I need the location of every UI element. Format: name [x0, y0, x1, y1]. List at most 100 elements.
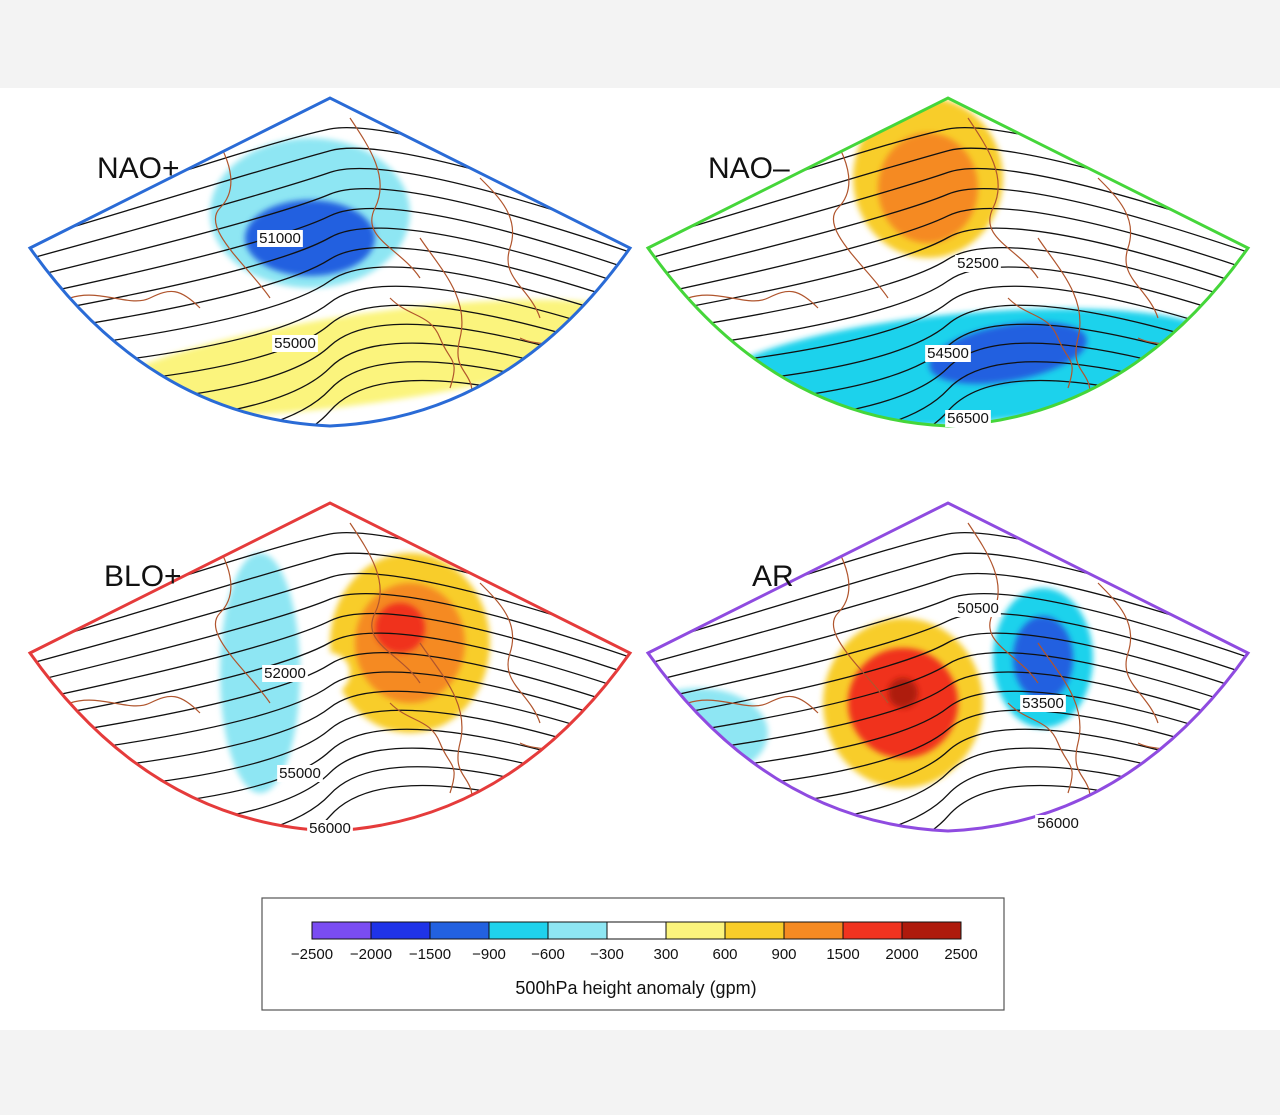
panel-title: NAO+ — [97, 152, 180, 185]
anomaly-shading — [102, 299, 630, 417]
height-contour — [648, 266, 1248, 355]
colorbar-swatch — [547, 921, 608, 940]
contour-label-bg — [925, 345, 971, 362]
colorbar-swatch — [724, 921, 785, 940]
contour-label: 50500 — [957, 600, 999, 617]
coastline — [419, 237, 473, 409]
height-contour — [648, 207, 1248, 301]
colorbar-tick-label: 600 — [712, 946, 737, 963]
contour-label-bg — [272, 335, 318, 352]
contour-label: 55000 — [274, 335, 316, 352]
colorbar-swatch — [311, 921, 372, 940]
coastline — [349, 117, 421, 279]
colorbar-tick-label: 2500 — [944, 946, 977, 963]
contour-label: 52500 — [957, 255, 999, 272]
coastline — [827, 532, 889, 704]
height-contour — [648, 167, 1248, 265]
height-contour — [30, 167, 630, 265]
height-contour — [648, 572, 1248, 670]
colorbar-swatch — [488, 921, 549, 940]
anomaly-shading — [878, 133, 978, 243]
coastline — [827, 127, 889, 299]
panel-frame — [645, 501, 1251, 833]
colorbar-tick-label: 300 — [653, 946, 678, 963]
height-contour — [30, 227, 630, 319]
coastline — [209, 532, 271, 704]
height-contour — [648, 285, 1248, 373]
figure-svg: 51000 55000 NAO+ 52500 54500 56500 NAO– 52000 55… — [27, 96, 1251, 1011]
colorbar-frame — [261, 897, 1005, 1011]
height-contour — [30, 690, 630, 778]
height-contour — [648, 632, 1248, 724]
colorbar-tick-label: −300 — [590, 946, 624, 963]
coastline — [687, 695, 819, 714]
contour-label-bg — [257, 230, 303, 247]
figure-canvas: 51000 55000 NAO+ 52500 54500 56500 NAO– 52000 55… — [0, 88, 1280, 1030]
contour-label-bg — [1020, 695, 1066, 712]
colorbar-swatch — [370, 921, 431, 940]
contour-label: 56000 — [1037, 815, 1079, 832]
anomaly-shading — [868, 861, 928, 885]
coastline — [967, 117, 1039, 279]
contour-label-bg — [945, 410, 991, 427]
anomaly-shading — [929, 322, 1087, 384]
coastline — [1037, 642, 1091, 814]
height-contour — [30, 632, 630, 724]
contour-label-bg — [1035, 815, 1081, 832]
height-contour — [648, 227, 1248, 319]
anomaly-shading — [375, 603, 425, 653]
anomaly-shading — [648, 688, 768, 778]
coastline — [479, 582, 541, 724]
coastline — [389, 297, 455, 389]
colorbar-tick-label: −600 — [531, 946, 565, 963]
contour-label: 56500 — [947, 410, 989, 427]
colorbar-swatch — [606, 921, 667, 940]
contour-label: 53500 — [1022, 695, 1064, 712]
panel-blo-plus: 52000 55000 56000 — [27, 501, 633, 837]
panel-title: BLO+ — [104, 560, 182, 593]
contour-label: 54500 — [927, 345, 969, 362]
anomaly-shading — [1013, 616, 1073, 700]
anomaly-shading — [220, 553, 300, 793]
panel-frame — [27, 96, 633, 428]
height-contour — [30, 572, 630, 670]
colorbar-tick-label: 1500 — [826, 946, 859, 963]
coastline — [69, 290, 201, 309]
coastline — [687, 290, 819, 309]
panel-title: NAO– — [708, 152, 790, 185]
height-contour — [30, 671, 630, 760]
panel-nao-minus: 52500 54500 56500 — [645, 96, 1251, 428]
colorbar-swatch — [783, 921, 844, 940]
coastline — [209, 127, 271, 299]
coastline — [1037, 237, 1091, 409]
colorbar-swatch — [901, 921, 962, 940]
colorbar-swatch — [429, 921, 490, 940]
anomaly-shading — [245, 200, 375, 276]
contour-label: 56000 — [309, 820, 351, 837]
coastline — [1097, 177, 1159, 319]
coastline — [1007, 297, 1073, 389]
height-contour — [30, 247, 630, 337]
height-contour — [648, 187, 1248, 283]
height-contour — [648, 671, 1248, 760]
coastline — [349, 522, 421, 684]
height-contour — [648, 592, 1248, 688]
colorbar-tick-label: −2000 — [350, 946, 392, 963]
height-contour — [30, 652, 630, 742]
height-contour — [30, 285, 630, 373]
height-contour — [30, 187, 630, 283]
colorbar: −2500 −2000 −1500 −900 −600 −300 300 600 900 1500… — [261, 897, 1005, 1011]
colorbar-tick-label: 2000 — [885, 946, 918, 963]
height-contour — [648, 652, 1248, 742]
height-contour — [30, 207, 630, 301]
height-contour — [30, 612, 630, 706]
contour-label: 52000 — [264, 665, 306, 682]
coastline — [479, 177, 541, 319]
height-contour — [648, 247, 1248, 337]
coastline — [419, 642, 473, 814]
contour-label-bg — [955, 255, 1001, 272]
colorbar-tick-label: −900 — [472, 946, 506, 963]
panel-content — [30, 503, 630, 831]
colorbar-title: 500hPa height anomaly (gpm) — [515, 978, 756, 998]
colorbar-tick-label: −1500 — [409, 946, 451, 963]
